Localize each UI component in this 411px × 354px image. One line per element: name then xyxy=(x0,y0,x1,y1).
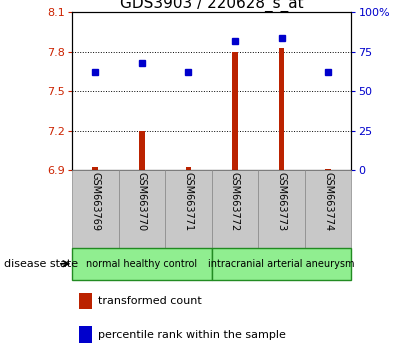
Text: GSM663772: GSM663772 xyxy=(230,172,240,232)
Bar xyxy=(212,248,351,280)
Bar xyxy=(79,293,92,309)
Text: GSM663774: GSM663774 xyxy=(323,172,333,232)
Bar xyxy=(118,170,165,248)
Bar xyxy=(92,167,98,170)
Bar xyxy=(232,52,238,170)
Text: GSM663771: GSM663771 xyxy=(183,172,193,232)
Text: GSM663769: GSM663769 xyxy=(90,172,100,231)
Bar xyxy=(72,248,212,280)
Bar xyxy=(305,170,351,248)
Text: normal healthy control: normal healthy control xyxy=(86,259,197,269)
Title: GDS3903 / 220628_s_at: GDS3903 / 220628_s_at xyxy=(120,0,303,12)
Bar xyxy=(279,48,284,170)
Text: GSM663773: GSM663773 xyxy=(277,172,286,232)
Bar xyxy=(186,167,191,170)
Bar xyxy=(258,170,305,248)
Bar xyxy=(79,326,92,343)
Bar xyxy=(72,170,118,248)
Bar xyxy=(326,169,331,170)
Text: percentile rank within the sample: percentile rank within the sample xyxy=(98,330,286,340)
Text: disease state: disease state xyxy=(4,259,78,269)
Text: intracranial arterial aneurysm: intracranial arterial aneurysm xyxy=(208,259,355,269)
Text: transformed count: transformed count xyxy=(98,296,202,306)
Bar xyxy=(212,170,258,248)
Bar xyxy=(139,131,145,170)
Bar xyxy=(165,170,212,248)
Text: GSM663770: GSM663770 xyxy=(137,172,147,232)
